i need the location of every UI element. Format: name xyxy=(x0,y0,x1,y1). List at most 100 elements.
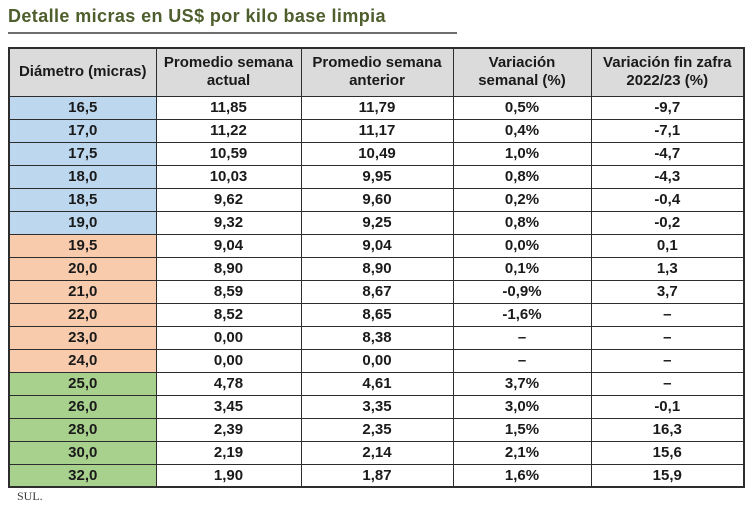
cell-diameter: 20,0 xyxy=(8,256,157,281)
table-row: 21,0 8,59 8,67 -0,9% 3,7 xyxy=(8,279,745,304)
cell-previous-week-avg: 10,49 xyxy=(300,141,454,166)
cell-season-variation: 15,6 xyxy=(590,440,745,465)
cell-weekly-variation: 0,0% xyxy=(452,233,592,258)
table-row: 28,0 2,39 2,35 1,5% 16,3 xyxy=(8,417,745,442)
table-row: 19,5 9,04 9,04 0,0% 0,1 xyxy=(8,233,745,258)
cell-weekly-variation: 0,4% xyxy=(452,118,592,143)
cell-current-week-avg: 4,78 xyxy=(155,371,302,396)
table-row: 26,0 3,45 3,35 3,0% -0,1 xyxy=(8,394,745,419)
cell-weekly-variation: 0,8% xyxy=(452,164,592,189)
cell-previous-week-avg: 4,61 xyxy=(300,371,454,396)
cell-weekly-variation: – xyxy=(452,325,592,350)
cell-weekly-variation: 0,8% xyxy=(452,210,592,235)
table-row: 22,0 8,52 8,65 -1,6% – xyxy=(8,302,745,327)
cell-current-week-avg: 9,04 xyxy=(155,233,302,258)
page-title: Detalle micras en US$ por kilo base limp… xyxy=(8,6,386,26)
header-weekly-variation: Variación semanal (%) xyxy=(452,47,592,97)
cell-diameter: 21,0 xyxy=(8,279,157,304)
cell-weekly-variation: 3,7% xyxy=(452,371,592,396)
cell-diameter: 18,5 xyxy=(8,187,157,212)
cell-previous-week-avg: 9,95 xyxy=(300,164,454,189)
cell-current-week-avg: 0,00 xyxy=(155,325,302,350)
cell-current-week-avg: 11,22 xyxy=(155,118,302,143)
cell-season-variation: -9,7 xyxy=(590,95,745,120)
cell-diameter: 19,0 xyxy=(8,210,157,235)
table-row: 17,5 10,59 10,49 1,0% -4,7 xyxy=(8,141,745,166)
table-row: 18,0 10,03 9,95 0,8% -4,3 xyxy=(8,164,745,189)
cell-current-week-avg: 10,59 xyxy=(155,141,302,166)
cell-previous-week-avg: 2,35 xyxy=(300,417,454,442)
cell-diameter: 17,5 xyxy=(8,141,157,166)
cell-weekly-variation: 0,5% xyxy=(452,95,592,120)
cell-season-variation: – xyxy=(590,371,745,396)
cell-diameter: 32,0 xyxy=(8,463,157,488)
cell-weekly-variation: -0,9% xyxy=(452,279,592,304)
table-header: Diámetro (micras) Promedio semana actual… xyxy=(8,47,745,97)
cell-diameter: 26,0 xyxy=(8,394,157,419)
cell-diameter: 19,5 xyxy=(8,233,157,258)
cell-previous-week-avg: 2,14 xyxy=(300,440,454,465)
cell-season-variation: -0,2 xyxy=(590,210,745,235)
cell-current-week-avg: 10,03 xyxy=(155,164,302,189)
table-body: 16,5 11,85 11,79 0,5% -9,7 17,0 11,22 11… xyxy=(8,95,745,488)
cell-season-variation: – xyxy=(590,348,745,373)
header-season-variation: Variación fin zafra 2022/23 (%) xyxy=(590,47,745,97)
cell-weekly-variation: 1,6% xyxy=(452,463,592,488)
cell-weekly-variation: 0,2% xyxy=(452,187,592,212)
cell-diameter: 16,5 xyxy=(8,95,157,120)
cell-current-week-avg: 0,00 xyxy=(155,348,302,373)
cell-season-variation: 0,1 xyxy=(590,233,745,258)
cell-season-variation: 16,3 xyxy=(590,417,745,442)
cell-weekly-variation: 1,5% xyxy=(452,417,592,442)
cell-diameter: 23,0 xyxy=(8,325,157,350)
header-previous-week-avg: Promedio semana anterior xyxy=(300,47,454,97)
cell-season-variation: – xyxy=(590,302,745,327)
cell-season-variation: -0,1 xyxy=(590,394,745,419)
table-row: 25,0 4,78 4,61 3,7% – xyxy=(8,371,745,396)
table-row: 18,5 9,62 9,60 0,2% -0,4 xyxy=(8,187,745,212)
cell-current-week-avg: 8,59 xyxy=(155,279,302,304)
table-row: 32,0 1,90 1,87 1,6% 15,9 xyxy=(8,463,745,488)
cell-previous-week-avg: 3,35 xyxy=(300,394,454,419)
table-row: 23,0 0,00 8,38 – – xyxy=(8,325,745,350)
cell-previous-week-avg: 9,25 xyxy=(300,210,454,235)
cell-weekly-variation: 1,0% xyxy=(452,141,592,166)
cell-season-variation: 15,9 xyxy=(590,463,745,488)
cell-previous-week-avg: 1,87 xyxy=(300,463,454,488)
cell-previous-week-avg: 0,00 xyxy=(300,348,454,373)
cell-season-variation: -7,1 xyxy=(590,118,745,143)
micron-price-table: Diámetro (micras) Promedio semana actual… xyxy=(8,47,745,488)
cell-previous-week-avg: 9,60 xyxy=(300,187,454,212)
cell-current-week-avg: 3,45 xyxy=(155,394,302,419)
cell-diameter: 24,0 xyxy=(8,348,157,373)
cell-weekly-variation: -1,6% xyxy=(452,302,592,327)
cell-season-variation: -4,7 xyxy=(590,141,745,166)
cell-current-week-avg: 1,90 xyxy=(155,463,302,488)
cell-previous-week-avg: 9,04 xyxy=(300,233,454,258)
cell-current-week-avg: 2,39 xyxy=(155,417,302,442)
cell-current-week-avg: 9,62 xyxy=(155,187,302,212)
cell-season-variation: – xyxy=(590,325,745,350)
cell-season-variation: -4,3 xyxy=(590,164,745,189)
cell-current-week-avg: 11,85 xyxy=(155,95,302,120)
cell-diameter: 30,0 xyxy=(8,440,157,465)
cell-current-week-avg: 9,32 xyxy=(155,210,302,235)
cell-weekly-variation: 0,1% xyxy=(452,256,592,281)
cell-current-week-avg: 2,19 xyxy=(155,440,302,465)
cell-previous-week-avg: 8,65 xyxy=(300,302,454,327)
title-underline xyxy=(8,32,457,34)
table-row: 17,0 11,22 11,17 0,4% -7,1 xyxy=(8,118,745,143)
cell-weekly-variation: 3,0% xyxy=(452,394,592,419)
header-current-week-avg: Promedio semana actual xyxy=(155,47,302,97)
source-note: SUL. xyxy=(17,489,43,503)
cell-diameter: 22,0 xyxy=(8,302,157,327)
cell-diameter: 25,0 xyxy=(8,371,157,396)
table-row: 24,0 0,00 0,00 – – xyxy=(8,348,745,373)
table-row: 16,5 11,85 11,79 0,5% -9,7 xyxy=(8,95,745,120)
cell-previous-week-avg: 11,79 xyxy=(300,95,454,120)
cell-previous-week-avg: 8,67 xyxy=(300,279,454,304)
report-page: Detalle micras en US$ por kilo base limp… xyxy=(8,6,745,503)
cell-diameter: 17,0 xyxy=(8,118,157,143)
cell-weekly-variation: – xyxy=(452,348,592,373)
cell-diameter: 28,0 xyxy=(8,417,157,442)
